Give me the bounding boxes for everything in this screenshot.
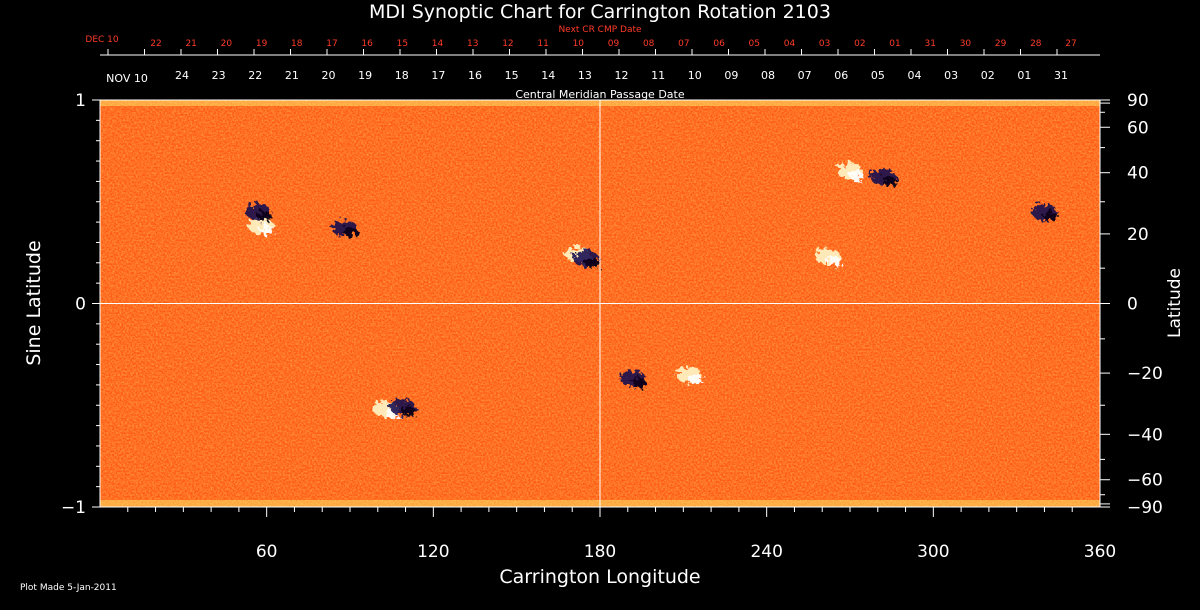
left-y-tick-label: 0 — [75, 295, 86, 315]
cmp-date-label: 12 — [615, 69, 629, 82]
next-cr-date-label: 06 — [713, 39, 725, 49]
cmp-date-label: 01 — [1017, 69, 1031, 82]
right-y-tick-label: −40 — [1127, 425, 1163, 445]
cmp-date-label: 08 — [761, 69, 775, 82]
plot-made-text: Plot Made 5-Jan-2011 — [20, 583, 117, 593]
right-y-tick-label: 20 — [1127, 225, 1149, 245]
cmp-date-label: 09 — [724, 69, 738, 82]
next-cr-date-label: 04 — [784, 39, 796, 49]
right-y-tick-label: −90 — [1127, 498, 1163, 518]
negative-polarity-region — [245, 203, 272, 221]
top-date-ticks — [107, 49, 1058, 55]
cmp-date-label: 11 — [651, 69, 665, 82]
next-cr-date-label: 27 — [1065, 39, 1076, 49]
positive-polarity-region — [675, 366, 702, 384]
x-tick-label: 360 — [1084, 542, 1116, 562]
next-cr-date-label: 22 — [150, 39, 161, 49]
cmp-date-label: 15 — [505, 69, 519, 82]
cmp-date-label: 21 — [285, 69, 299, 82]
right-y-tick-label: 90 — [1127, 91, 1149, 111]
negative-polarity-region — [331, 220, 358, 238]
next-cr-date-label: 02 — [854, 39, 865, 49]
central-meridian-label: Central Meridian Passage Date — [515, 88, 684, 101]
negative-polarity-region — [389, 399, 416, 417]
next-cr-first-label: DEC 10 — [85, 35, 118, 45]
negative-polarity-region — [870, 169, 897, 187]
positive-polarity-region — [837, 163, 863, 181]
left-y-axis: 1 0 −1 — [61, 91, 100, 518]
cmp-date-label: 06 — [834, 69, 848, 82]
cmp-date-label: 18 — [395, 69, 409, 82]
negative-polarity-region — [573, 250, 600, 268]
cmp-date-label: 20 — [322, 69, 336, 82]
next-cr-date-label: 17 — [326, 39, 337, 49]
next-cr-date-label: 10 — [573, 39, 585, 49]
next-cr-date-label: 15 — [397, 39, 408, 49]
left-y-tick-label: 1 — [75, 91, 86, 111]
next-cr-date-label: 30 — [960, 39, 972, 49]
cmp-date-label: 05 — [871, 69, 885, 82]
next-cr-label: Next CR CMP Date — [558, 25, 642, 35]
x-tick-label: 120 — [417, 542, 449, 562]
cmp-date-label: 03 — [944, 69, 958, 82]
positive-polarity-region — [814, 248, 841, 266]
x-tick-label: 60 — [256, 542, 278, 562]
negative-polarity-region — [620, 370, 647, 388]
next-cr-date-label: 16 — [361, 39, 373, 49]
cmp-date-label: 19 — [358, 69, 372, 82]
x-tick-label: 240 — [750, 542, 782, 562]
x-axis-ticks: 60 120 180 240 300 360 — [127, 507, 1116, 562]
right-y-tick-label: −60 — [1127, 471, 1163, 491]
next-cr-date-label: 28 — [1030, 39, 1042, 49]
cmp-date-label: 13 — [578, 69, 592, 82]
next-cr-date-label: 29 — [995, 39, 1007, 49]
cmp-date-label: 31 — [1054, 69, 1068, 82]
x-axis-label: Carrington Longitude — [499, 566, 700, 588]
cmp-first-label: NOV 10 — [106, 72, 148, 85]
next-cr-date-label: 12 — [502, 39, 513, 49]
next-cr-date-label: 21 — [185, 39, 196, 49]
y-axis-label-left: Sine Latitude — [23, 240, 45, 365]
cmp-date-labels: 24 23 22 21 20 19 18 17 16 15 14 13 12 11 10 09 08 07 06 05… — [175, 69, 1068, 82]
right-y-axis: 90 60 40 20 0 −20 −40 −60 −90 — [1100, 91, 1163, 518]
next-cr-date-label: 09 — [608, 39, 620, 49]
cmp-date-label: 02 — [981, 69, 995, 82]
x-tick-label: 180 — [584, 542, 616, 562]
next-cr-date-label: 31 — [925, 39, 936, 49]
next-cr-date-label: 11 — [537, 39, 548, 49]
chart-title: MDI Synoptic Chart for Carrington Rotati… — [369, 1, 831, 23]
cmp-date-label: 22 — [248, 69, 262, 82]
next-cr-date-label: 14 — [432, 39, 444, 49]
cmp-date-label: 07 — [798, 69, 812, 82]
cmp-date-label: 10 — [688, 69, 702, 82]
y-axis-label-right: Latitude — [1165, 268, 1185, 338]
cmp-date-label: 16 — [468, 69, 482, 82]
next-cr-date-label: 07 — [678, 39, 689, 49]
right-y-tick-label: −20 — [1127, 364, 1163, 384]
negative-polarity-region — [1031, 203, 1058, 221]
right-y-tick-label: 60 — [1127, 118, 1149, 138]
next-cr-date-label: 01 — [889, 39, 900, 49]
next-cr-date-label: 18 — [291, 39, 303, 49]
right-y-tick-label: 40 — [1127, 164, 1149, 184]
next-cr-date-label: 20 — [221, 39, 233, 49]
next-cr-date-label: 13 — [467, 39, 478, 49]
cmp-date-label: 17 — [431, 69, 445, 82]
right-y-tick-label: 0 — [1127, 295, 1138, 315]
cmp-date-label: 14 — [541, 69, 555, 82]
cmp-date-label: 24 — [175, 69, 189, 82]
next-cr-date-label: 19 — [256, 39, 268, 49]
next-cr-date-label: 08 — [643, 39, 655, 49]
positive-polarity-region — [248, 218, 275, 236]
cmp-date-label: 04 — [908, 69, 922, 82]
cmp-date-label: 23 — [212, 69, 226, 82]
next-cr-date-label: 03 — [819, 39, 830, 49]
next-cr-date-label: 05 — [749, 39, 760, 49]
x-tick-label: 300 — [917, 542, 949, 562]
left-y-tick-label: −1 — [61, 498, 86, 518]
next-cr-date-labels: 22 21 20 19 18 17 16 15 14 13 12 11 10 09 08 07 06 05 04 03… — [150, 39, 1076, 49]
